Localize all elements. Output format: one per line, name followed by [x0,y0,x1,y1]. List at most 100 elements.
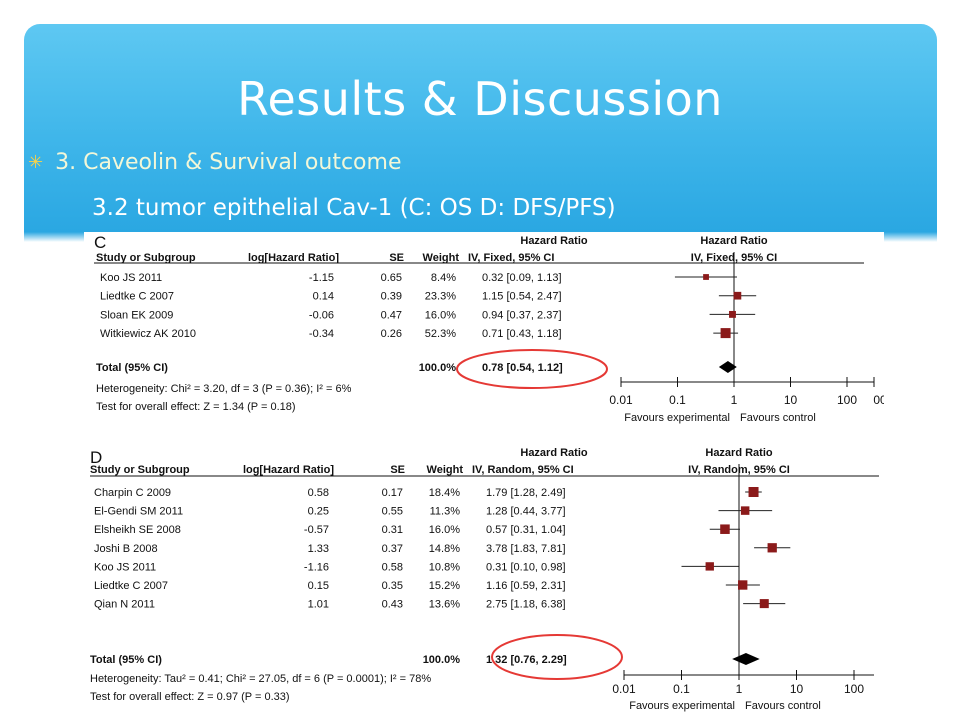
study-log-hr: 1.33 [308,543,329,555]
study-weight: 15.2% [429,580,460,592]
study-name: El-Gendi SM 2011 [94,506,183,518]
heterogeneity-text: Heterogeneity: Chi² = 3.20, df = 3 (P = … [96,383,352,395]
study-weight: 16.0% [429,524,460,536]
study-name: Charpin C 2009 [94,487,171,499]
study-log-hr: 0.15 [308,580,329,592]
study-se: 0.26 [381,328,402,340]
x-tick-label: 0.1 [673,682,690,696]
highlight-ellipse [456,349,608,389]
study-name: Koo JS 2011 [100,272,162,284]
study-log-hr: -1.16 [304,561,329,573]
total-label: Total (95% CI) [96,362,168,374]
total-weight: 100.0% [423,654,461,666]
star-bullet-icon: ✳ [28,152,44,173]
study-marker [767,543,777,553]
col-header-study: Study or Subgroup [90,464,190,476]
col-header-log: log[Hazard Ratio] [243,464,334,476]
slide-title: Results & Discussion [237,72,723,126]
study-log-hr: -0.34 [309,328,334,340]
study-marker [733,291,742,300]
study-name: Elsheikh SE 2008 [94,524,181,536]
study-name: Sloan EK 2009 [100,309,173,321]
favours-experimental-label: Favours experimental [624,412,730,424]
study-weight: 18.4% [429,487,460,499]
study-ci: 1.16 [0.59, 2.31] [486,580,566,592]
x-tick-label: 0.01 [612,682,636,696]
study-marker [720,328,731,339]
panel-label: C [94,233,106,252]
favours-experimental-label: Favours experimental [629,700,735,712]
study-name: Liedtke C 2007 [100,291,174,303]
study-se: 0.43 [382,599,403,611]
study-ci: 0.71 [0.43, 1.18] [482,328,562,340]
total-diamond [732,653,760,665]
x-tick-label: 1 [731,393,738,407]
study-weight: 11.3% [430,506,461,518]
study-weight: 8.4% [431,272,456,284]
study-marker [738,580,748,590]
study-weight: 23.3% [425,291,456,303]
study-ci: 0.94 [0.37, 2.37] [482,309,562,321]
study-marker [703,274,709,280]
study-log-hr: 0.25 [308,506,329,518]
col-header-log: log[Hazard Ratio] [248,252,339,264]
subtitle-text: 3.2 tumor epithelial Cav-1 (C: OS D: DFS… [92,195,616,221]
forest-plots-svg: C Hazard Ratio Hazard Ratio Study or Subgro… [90,233,887,712]
study-ci: 1.15 [0.54, 2.47] [482,291,562,303]
study-log-hr: -0.06 [309,309,334,321]
panel-label: D [90,448,102,467]
x-tick-label: 100 [837,393,857,407]
x-tick-label: 0.01 [609,393,633,407]
col-header-weight: Weight [423,252,460,264]
total-weight: 100.0% [419,362,457,374]
col-header-se: SE [390,464,405,476]
study-se: 0.39 [381,291,402,303]
col-header-hr-method: IV, Fixed, 95% CI [468,252,554,264]
col-header-hr: Hazard Ratio [520,447,588,459]
study-marker [740,506,750,515]
x-tick-label: 100 [844,682,864,696]
study-name: Witkiewicz AK 2010 [100,328,196,340]
total-label: Total (95% CI) [90,654,162,666]
col-header-se: SE [389,252,404,264]
forest-plot-image: C Hazard Ratio Hazard Ratio Study or Subgro… [84,232,887,720]
bullet-line: ✳ 3. Caveolin & Survival outcome [28,150,402,175]
favours-control-label: Favours control [745,700,821,712]
favours-control-label: Favours control [740,412,816,424]
col-header-weight: Weight [427,464,464,476]
study-marker [720,524,730,534]
study-marker [748,487,759,497]
overall-effect-text: Test for overall effect: Z = 1.34 (P = 0… [96,401,296,413]
study-se: 0.58 [382,561,403,573]
study-name: Qian N 2011 [94,599,155,611]
study-se: 0.35 [382,580,403,592]
study-ci: 2.75 [1.18, 6.38] [486,599,566,611]
study-weight: 16.0% [425,309,456,321]
col-header-study: Study or Subgroup [96,252,196,264]
study-se: 0.31 [382,524,403,536]
study-name: Liedtke C 2007 [94,580,168,592]
x-tick-label: 10 [784,393,798,407]
study-se: 0.65 [381,272,402,284]
study-se: 0.17 [382,487,403,499]
overall-effect-text: Test for overall effect: Z = 0.97 (P = 0… [90,691,290,703]
study-name: Joshi B 2008 [94,543,158,555]
col-header-plot: Hazard Ratio [705,447,773,459]
x-tick-label: 10 [790,682,804,696]
study-se: 0.55 [382,506,403,518]
study-weight: 52.3% [425,328,456,340]
x-tick-label: 00 [873,393,884,407]
study-weight: 14.8% [429,543,460,555]
col-header-plot: Hazard Ratio [700,235,768,247]
study-log-hr: 0.14 [313,291,334,303]
col-header-hr: Hazard Ratio [520,235,588,247]
study-se: 0.37 [382,543,403,555]
total-ci: 1.32 [0.76, 2.29] [486,654,567,666]
total-ci: 0.78 [0.54, 1.12] [482,362,563,374]
study-ci: 0.31 [0.10, 0.98] [486,561,566,573]
col-header-hr-method: IV, Random, 95% CI [472,464,574,476]
study-ci: 0.57 [0.31, 1.04] [486,524,566,536]
study-log-hr: -1.15 [309,272,334,284]
study-log-hr: -0.57 [304,524,329,536]
study-marker [759,599,769,609]
